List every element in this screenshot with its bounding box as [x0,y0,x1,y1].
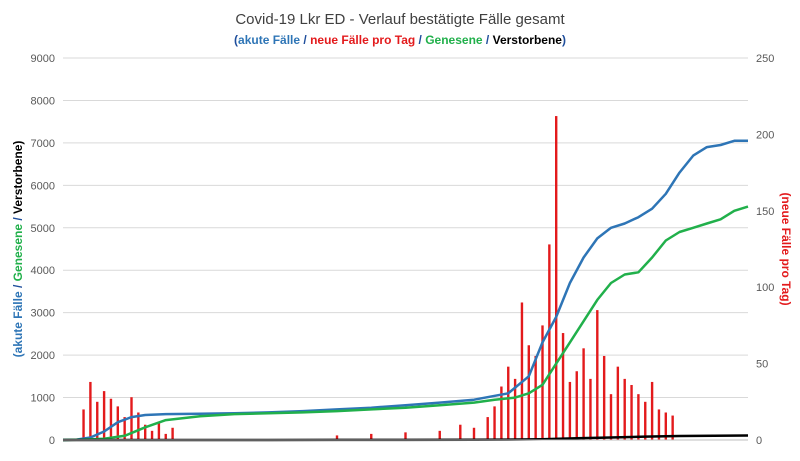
daily-cases-bars [82,116,674,441]
y-tick-label-left: 8000 [31,95,55,107]
daily-case-bar [137,412,140,440]
daily-case-bar [171,427,174,440]
y-tick-label-left: 9000 [31,53,55,65]
daily-case-bar [507,366,510,440]
daily-case-bar [102,391,106,440]
y-tick-label-left: 0 [49,435,55,447]
daily-case-bar [164,433,167,440]
daily-case-bar [589,378,592,440]
y-tick-label-right: 150 [756,206,774,218]
y-tick-label-left: 7000 [31,138,55,150]
y-tick-label-left: 1000 [31,393,55,405]
chart-subtitle: (akute Fälle / neue Fälle pro Tag / Gene… [234,33,566,47]
chart-title: Covid-19 Lkr ED - Verlauf bestätigte Fäl… [235,11,565,28]
daily-case-bar [123,417,126,440]
y-tick-label-left: 3000 [31,308,55,320]
left-axis: 0 1000 2000 3000 4000 5000 6000 7000 8000 9000 [31,53,55,447]
label-part: / [415,33,425,47]
daily-case-bar [664,412,667,440]
daily-case-bar [657,409,661,440]
label-part: / [11,214,25,224]
daily-case-bar [500,386,503,440]
daily-case-bar [644,401,647,440]
y-tick-label-right: 250 [756,53,774,65]
label-part: / [300,33,310,47]
daily-case-bar [486,417,489,440]
daily-case-bar [96,401,99,440]
daily-case-bar [561,333,565,440]
label-part: akute Fälle [238,33,300,47]
y-tick-label-right: 200 [756,129,774,141]
daily-case-bar [671,415,674,440]
daily-case-bar [438,430,441,440]
label-part: ) [562,33,566,47]
label-part: ( [234,33,238,47]
daily-case-bar [568,381,572,440]
y-tick-label-right: 100 [756,282,774,294]
daily-case-bar [82,409,85,440]
daily-case-bar [459,424,462,440]
y-tick-label-right: 0 [756,435,762,447]
daily-case-bar [157,421,161,440]
daily-case-bar [534,355,537,440]
label-part: Genesene [425,33,483,47]
series-line-0 [62,139,748,442]
daily-case-bar [520,302,524,440]
daily-case-bar [150,430,154,440]
y-tick-label-right: 50 [756,359,768,371]
y-axis-label-left: (akute Fälle / Genesene / Verstorbene) [11,141,25,358]
daily-case-bar [555,116,558,441]
y-tick-label-left: 5000 [31,223,55,235]
daily-case-bar [548,244,551,440]
daily-case-bar [144,424,147,440]
daily-case-bar [493,406,496,440]
label-part: neue Fälle pro Tag [310,33,415,47]
daily-case-bar [582,348,585,440]
daily-case-bar [575,371,578,440]
daily-case-bar [335,435,339,440]
right-axis: 0 50 100 150 200 250 [756,53,774,447]
daily-case-bar [623,378,626,440]
y-tick-label-left: 2000 [31,350,55,362]
y-axis-label-right: (neue Fälle pro Tag) [779,192,793,305]
label-part: / [11,281,25,291]
daily-case-bar [650,381,654,440]
daily-case-bar [472,427,476,440]
daily-case-bar [609,394,613,440]
label-part: Verstorbene [493,33,563,47]
daily-case-bar [637,394,640,440]
label-part: (akute Fälle [11,291,25,357]
daily-case-bar [602,355,606,440]
label-part: / [483,33,493,47]
y-tick-label-left: 4000 [31,265,55,277]
gridlines [63,57,748,399]
label-part: Genesene [11,224,25,282]
daily-case-bar [130,397,133,440]
series-line-1 [62,205,749,442]
daily-case-bar [513,378,517,440]
daily-case-bar [616,366,620,440]
daily-case-bar [404,432,407,440]
daily-case-bar [630,384,633,440]
daily-case-bar [370,433,373,440]
y-tick-label-left: 6000 [31,180,55,192]
daily-case-bar [109,398,113,440]
daily-case-bar [89,381,92,440]
daily-case-bar [596,310,599,440]
label-part: Verstorbene) [11,141,25,214]
